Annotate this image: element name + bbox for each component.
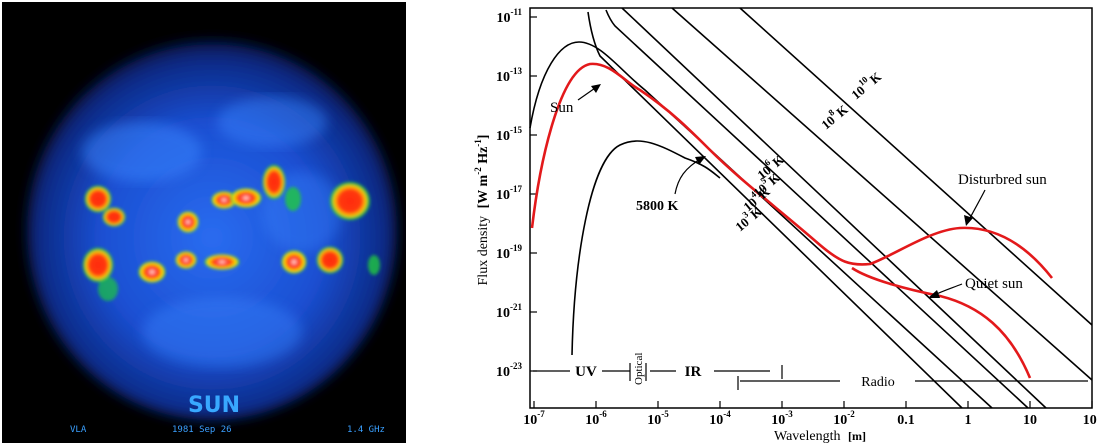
vla-radio-sun-image: SUN VLA 1981 Sep 26 1.4 GHz [2, 2, 406, 443]
solar-disk [27, 40, 397, 420]
image-caption: SUN [188, 393, 240, 418]
x-tick-label: 10-3 [771, 409, 793, 428]
x-tick-label: 10-7 [523, 409, 545, 428]
blackbody-5800k [571, 140, 721, 356]
y-tick-label: 10-15 [496, 125, 522, 144]
x-tick-label: 10 [1023, 413, 1037, 428]
temperature-label: 103K [730, 201, 765, 234]
y-axis-ticks: 10-11 10-13 10-15 10-17 10-19 10-21 10-23 [496, 7, 537, 380]
temperature-label: 108K [816, 99, 851, 132]
flux-density-plot: Flux density [W m-2 Hz-1] Wavelength [m]… [473, 7, 1097, 444]
band-optical: Optical [633, 353, 645, 385]
band-ir: IR [685, 364, 702, 380]
blackbody-curves [529, 7, 1093, 409]
x-axis-title: Wavelength [m] [774, 429, 866, 444]
label-quiet-sun: Quiet sun [965, 276, 1023, 292]
label-5800k: 5800 K [636, 199, 679, 214]
blackbody-line-1e4 [529, 41, 993, 409]
image-footer-freq: 1.4 GHz [347, 425, 385, 435]
blackbody-line-1e5 [605, 9, 1029, 409]
x-tick-label: 102 [1083, 409, 1097, 428]
image-footer-date: 1981 Sep 26 [172, 425, 232, 435]
blackbody-line-1e6 [621, 7, 1047, 409]
band-markers [533, 363, 1088, 390]
image-footer-left: VLA [70, 425, 87, 435]
blackbody-line-1e10 [739, 7, 1093, 326]
y-tick-label: 10-11 [496, 7, 522, 26]
y-tick-label: 10-13 [496, 66, 522, 85]
x-tick-label: 1 [965, 413, 972, 428]
y-tick-label: 10-19 [496, 243, 522, 262]
band-uv: UV [575, 364, 597, 380]
label-sun: Sun [550, 100, 574, 116]
x-tick-label: 10-2 [833, 409, 855, 428]
radio-emission-regions [82, 164, 380, 301]
y-tick-label: 10-17 [496, 184, 522, 203]
label-disturbed-sun: Disturbred sun [958, 172, 1047, 188]
x-tick-label: 0.1 [897, 413, 915, 428]
y-axis-title: Flux density [W m-2 Hz-1] [473, 135, 491, 286]
y-tick-label: 10-23 [496, 361, 522, 380]
x-tick-label: 10-4 [709, 409, 731, 428]
blackbody-line-1e8 [671, 7, 1093, 381]
x-tick-label: 10-5 [647, 409, 669, 428]
blackbody-line-1e3 [587, 11, 963, 409]
x-axis-ticks: 10-7 10-6 10-5 10-4 10-3 10-2 0.1 1 10 102 [523, 401, 1097, 428]
band-radio: Radio [861, 375, 894, 390]
sun-spectrum-curve [530, 62, 1054, 379]
x-tick-label: 10-6 [585, 409, 607, 428]
y-tick-label: 10-21 [496, 302, 522, 321]
